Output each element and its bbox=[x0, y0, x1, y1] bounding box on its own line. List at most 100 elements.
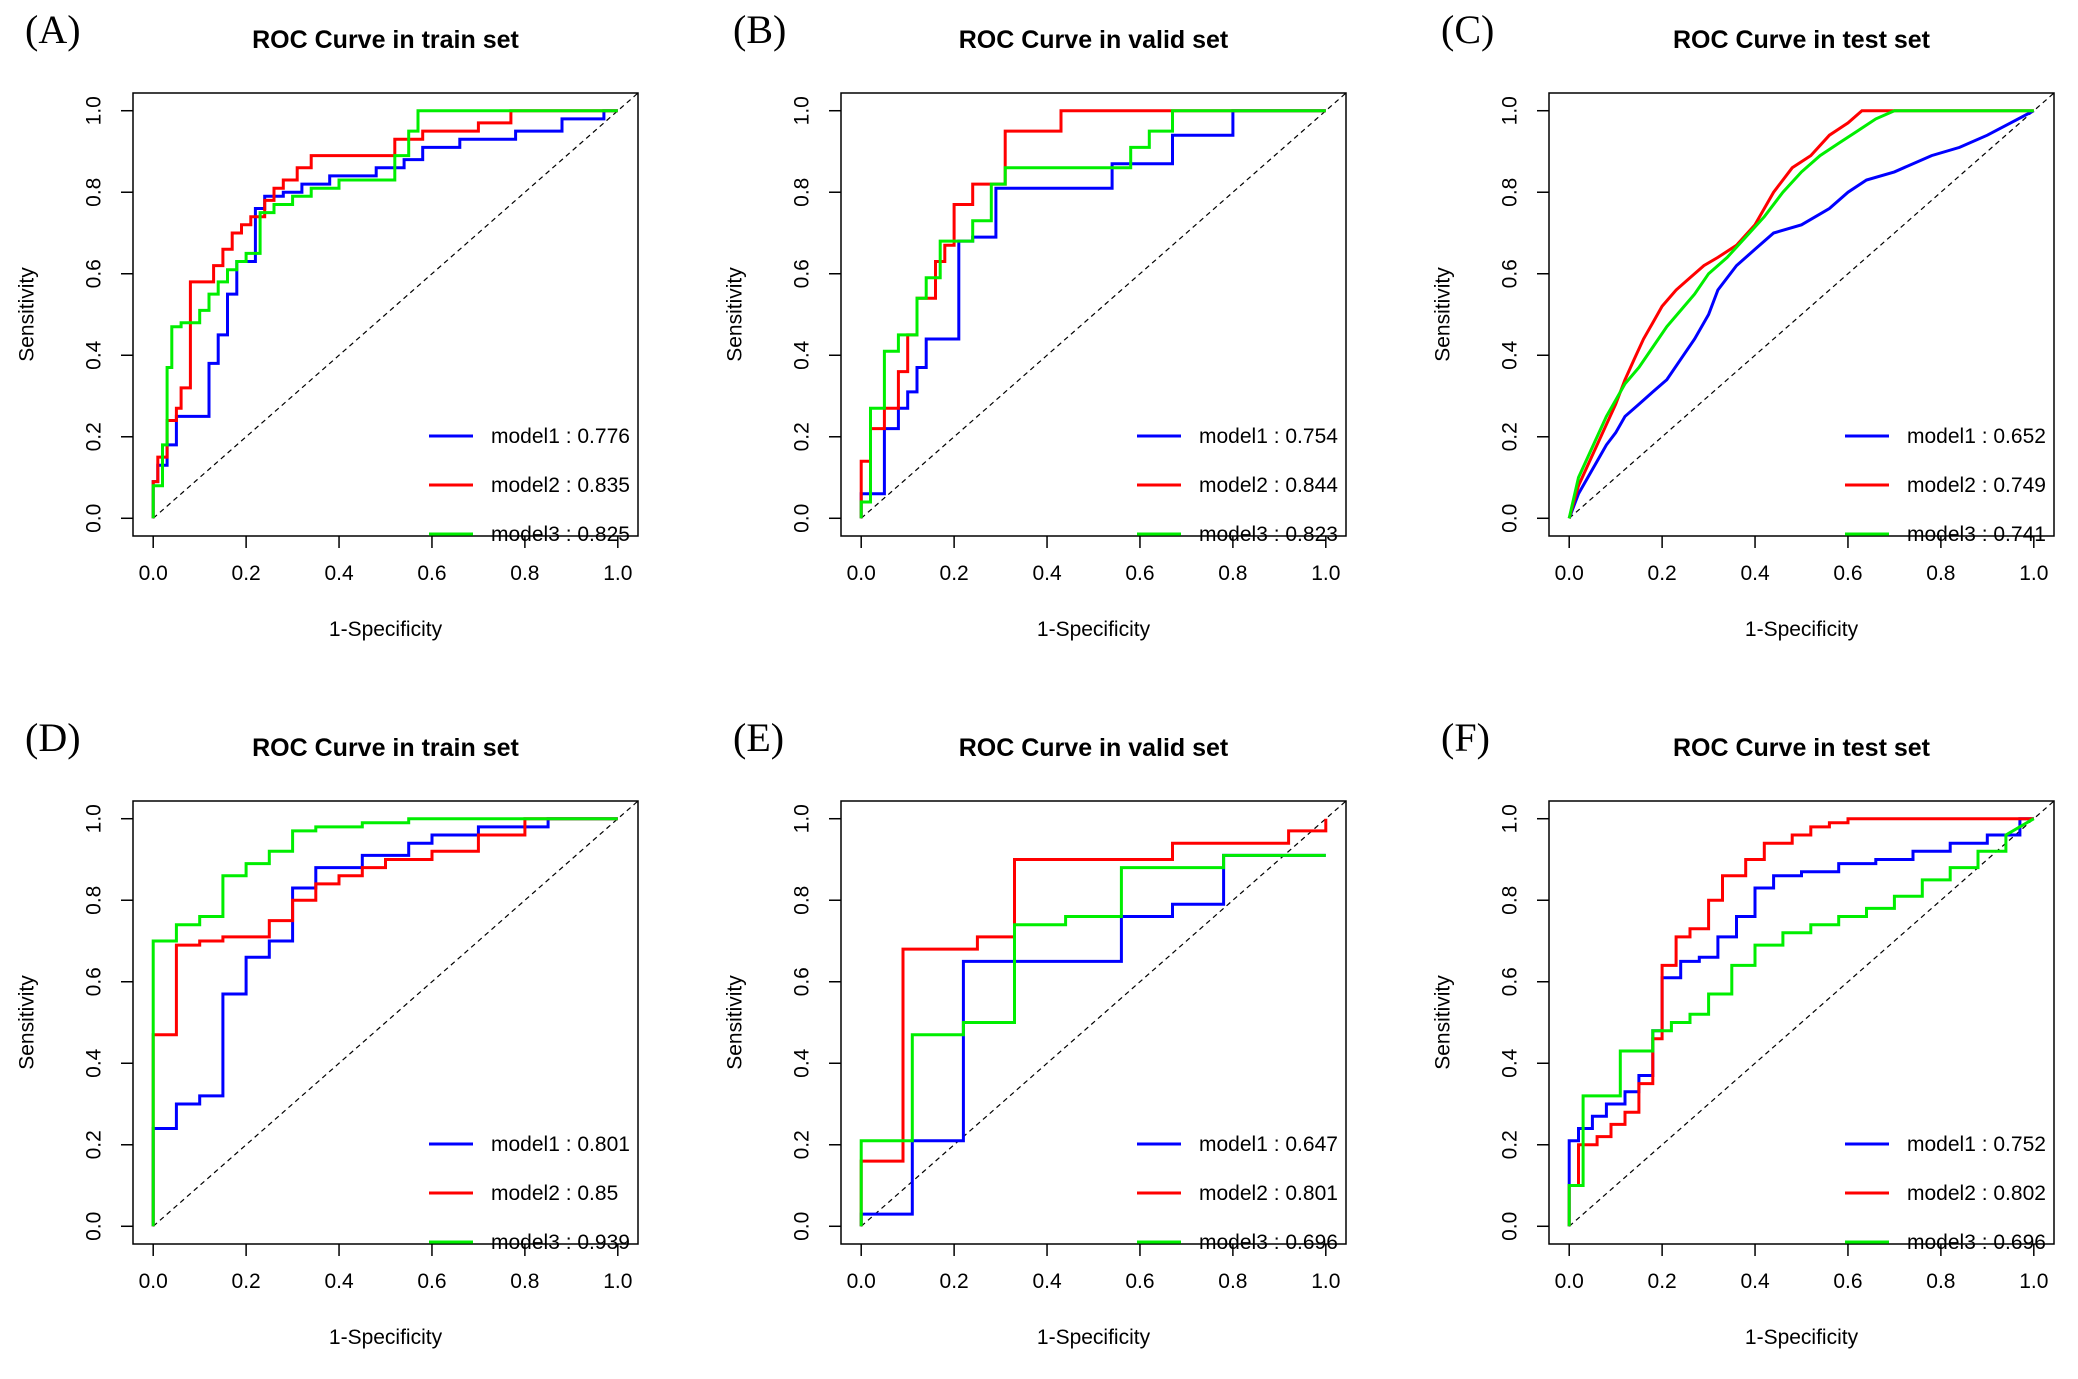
y-tick-label: 1.0 bbox=[1499, 804, 1522, 833]
plot-frame bbox=[1548, 92, 2055, 537]
roc-line-model1 bbox=[859, 109, 1326, 519]
x-tick-label: 0.6 bbox=[1125, 562, 1154, 585]
roc-line-model2 bbox=[859, 818, 1328, 1227]
roc-line-model3 bbox=[859, 853, 1326, 1227]
roc-line-model2 bbox=[1567, 817, 2034, 1227]
chart-title: ROC Curve in valid set bbox=[959, 734, 1229, 762]
x-tick-label: 1.0 bbox=[1311, 1270, 1340, 1293]
x-tick-label: 1.0 bbox=[2019, 1270, 2048, 1293]
y-tick-label: 0.4 bbox=[1499, 340, 1522, 370]
legend-label-model1: model1 : 0.801 bbox=[491, 1133, 630, 1156]
x-tick-label: 0.8 bbox=[510, 562, 539, 585]
roc-line-model3 bbox=[859, 109, 1326, 519]
y-tick-label: 0.2 bbox=[1499, 1130, 1522, 1159]
roc-line-model1 bbox=[1567, 109, 2035, 519]
y-tick-label: 0.6 bbox=[83, 259, 106, 288]
y-tick-label: 0.4 bbox=[791, 1048, 814, 1078]
y-tick-label: 1.0 bbox=[1499, 96, 1522, 125]
roc-panel-d: (D) ROC Curve in train set 0.0 0.2 0.4 0.6 0.8… bbox=[16, 715, 639, 1349]
x-tick-label: 0.2 bbox=[1648, 1270, 1677, 1293]
legend-label-model2: model2 : 0.801 bbox=[1199, 1182, 1338, 1205]
legend-label-model3: model3 : 0.696 bbox=[1907, 1231, 2046, 1254]
chart-title: ROC Curve in test set bbox=[1673, 734, 1931, 762]
y-axis-label: Sensitivity bbox=[1432, 267, 1455, 362]
x-axis-label: 1-Specificity bbox=[329, 1326, 443, 1349]
roc-line-model3 bbox=[1567, 817, 2035, 1227]
roc-line-model1 bbox=[1567, 817, 2034, 1227]
roc-line-model2 bbox=[151, 109, 618, 519]
y-tick-label: 1.0 bbox=[83, 804, 106, 833]
roc-line-model3 bbox=[151, 109, 618, 519]
x-tick-label: 0.8 bbox=[1926, 1270, 1955, 1293]
plot-frame bbox=[1548, 800, 2055, 1245]
y-tick-label: 0.2 bbox=[791, 422, 814, 451]
y-tick-label: 1.0 bbox=[83, 96, 106, 125]
y-tick-label: 0.4 bbox=[83, 340, 106, 370]
legend-label-model1: model1 : 0.776 bbox=[491, 425, 630, 448]
roc-line-model1 bbox=[151, 817, 618, 1227]
y-tick-label: 0.6 bbox=[791, 967, 814, 996]
y-tick-label: 0.2 bbox=[791, 1130, 814, 1159]
y-tick-label: 0.8 bbox=[83, 178, 106, 207]
x-tick-label: 0.8 bbox=[1218, 562, 1247, 585]
y-tick-label: 0.4 bbox=[1499, 1048, 1522, 1078]
roc-line-model1 bbox=[151, 109, 618, 519]
y-tick-label: 0.6 bbox=[1499, 967, 1522, 996]
y-axis-label: Sensitivity bbox=[16, 975, 39, 1070]
plot-frame bbox=[840, 92, 1347, 537]
legend-label-model2: model2 : 0.835 bbox=[491, 474, 630, 497]
roc-line-model1 bbox=[859, 853, 1326, 1227]
x-axis-label: 1-Specificity bbox=[329, 618, 443, 641]
reference-diagonal bbox=[860, 801, 1346, 1227]
x-axis-label: 1-Specificity bbox=[1745, 618, 1859, 641]
y-tick-label: 0.8 bbox=[791, 178, 814, 207]
x-tick-label: 0.8 bbox=[510, 1270, 539, 1293]
y-tick-label: 0.4 bbox=[83, 1048, 106, 1078]
y-axis-label: Sensitivity bbox=[1432, 975, 1455, 1070]
x-tick-label: 0.6 bbox=[1833, 1270, 1862, 1293]
roc-panel-a: (A) ROC Curve in train set 0.0 0.2 0.4 0.6 0.8… bbox=[16, 7, 639, 641]
y-tick-label: 0.6 bbox=[1499, 259, 1522, 288]
roc-line-model3 bbox=[151, 817, 618, 1227]
roc-panel-c: (C) ROC Curve in test set 0.0 0.2 0.4 0.6 0.8 1… bbox=[1432, 7, 2055, 641]
x-tick-label: 1.0 bbox=[603, 1270, 632, 1293]
x-tick-label: 0.6 bbox=[417, 562, 446, 585]
x-tick-label: 0.4 bbox=[324, 1270, 354, 1293]
x-tick-label: 0.6 bbox=[1833, 562, 1862, 585]
panel-label: (D) bbox=[25, 715, 81, 760]
x-tick-label: 0.2 bbox=[940, 1270, 969, 1293]
plot-frame bbox=[840, 800, 1347, 1245]
chart-title: ROC Curve in train set bbox=[252, 26, 519, 54]
x-tick-label: 0.2 bbox=[1648, 562, 1677, 585]
x-tick-label: 0.0 bbox=[847, 1270, 876, 1293]
x-tick-label: 0.8 bbox=[1926, 562, 1955, 585]
y-tick-label: 0.8 bbox=[791, 886, 814, 915]
y-axis-label: Sensitivity bbox=[16, 267, 39, 362]
chart-title: ROC Curve in test set bbox=[1673, 26, 1931, 54]
x-tick-label: 0.0 bbox=[847, 562, 876, 585]
x-tick-label: 0.4 bbox=[1032, 562, 1062, 585]
x-tick-label: 0.2 bbox=[232, 1270, 261, 1293]
legend-label-model1: model1 : 0.754 bbox=[1199, 425, 1338, 448]
x-tick-label: 0.2 bbox=[940, 562, 969, 585]
y-tick-label: 0.8 bbox=[1499, 886, 1522, 915]
y-tick-label: 0.8 bbox=[83, 886, 106, 915]
x-tick-label: 0.6 bbox=[417, 1270, 446, 1293]
x-tick-label: 1.0 bbox=[2019, 562, 2048, 585]
y-tick-label: 1.0 bbox=[791, 804, 814, 833]
x-axis-label: 1-Specificity bbox=[1037, 618, 1151, 641]
roc-line-model2 bbox=[151, 817, 618, 1227]
legend-label-model2: model2 : 0.85 bbox=[491, 1182, 618, 1205]
legend-label-model2: model2 : 0.749 bbox=[1907, 474, 2046, 497]
plot-frame bbox=[132, 92, 639, 537]
panel-label: (A) bbox=[25, 7, 81, 52]
panel-label: (C) bbox=[1441, 7, 1494, 52]
legend-label-model3: model3 : 0.741 bbox=[1907, 523, 2046, 546]
x-tick-label: 0.4 bbox=[324, 562, 354, 585]
y-axis-label: Sensitivity bbox=[724, 975, 747, 1070]
legend-label-model2: model2 : 0.844 bbox=[1199, 474, 1338, 497]
x-tick-label: 0.0 bbox=[139, 562, 168, 585]
legend-label-model1: model1 : 0.752 bbox=[1907, 1133, 2046, 1156]
x-axis-label: 1-Specificity bbox=[1037, 1326, 1151, 1349]
